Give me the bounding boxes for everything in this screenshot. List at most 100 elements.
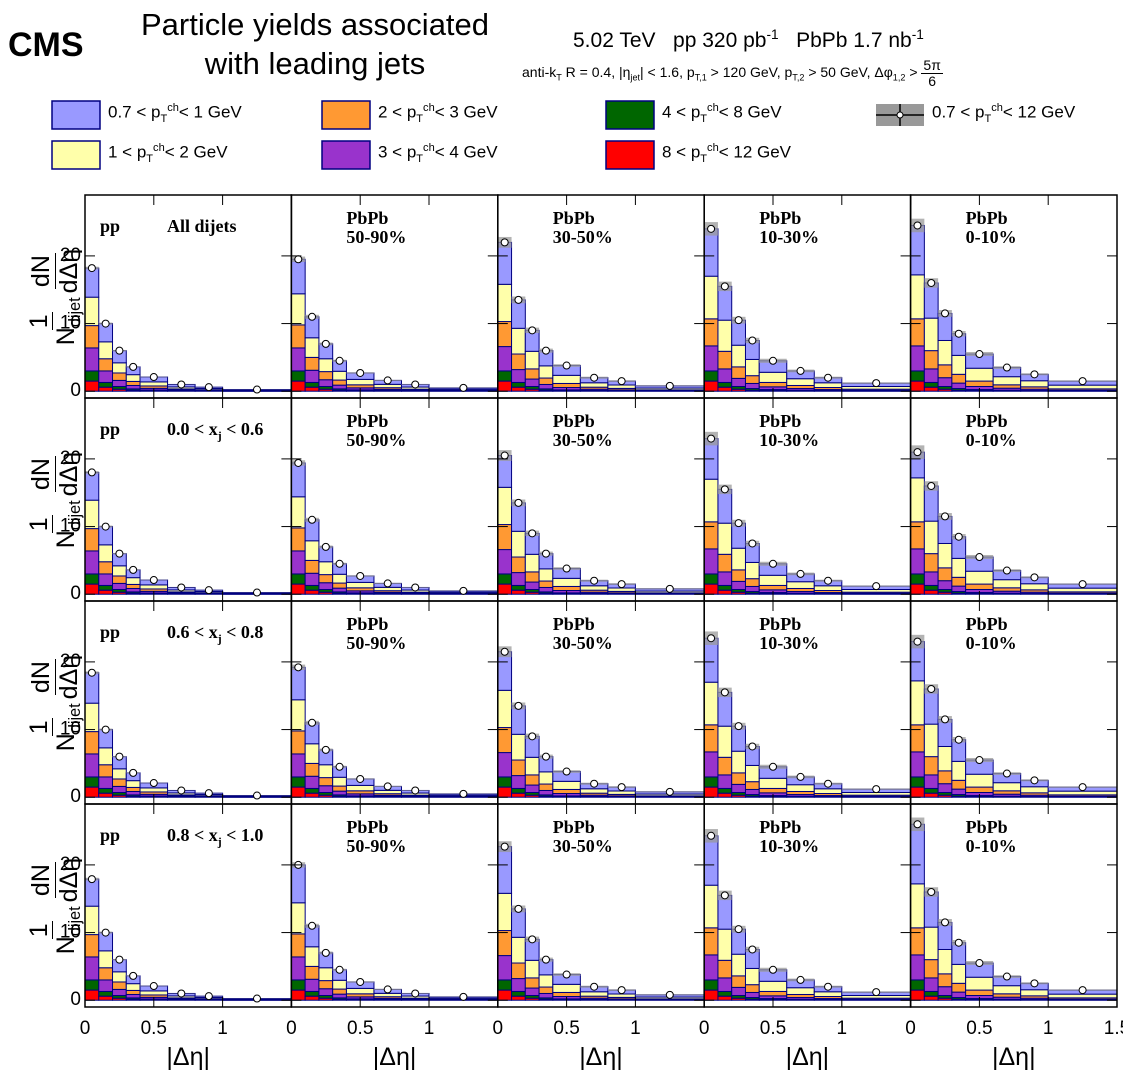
total-point	[383, 376, 392, 385]
bar-segment	[112, 582, 127, 590]
bar-segment	[910, 883, 925, 929]
y-label-part: 1	[24, 311, 54, 330]
x-tick-label: 0.5	[966, 1018, 992, 1039]
bar-segment	[758, 584, 788, 591]
total-point	[617, 377, 626, 386]
bar-segment	[923, 990, 939, 997]
bar-segment	[497, 583, 513, 595]
bar-segment	[923, 723, 939, 758]
total-point	[149, 373, 158, 382]
bar-segment	[524, 571, 540, 583]
bar-segment	[910, 318, 925, 347]
bar-segment	[731, 750, 746, 774]
bar-segment	[290, 666, 306, 701]
bar-segment	[98, 584, 114, 591]
total-point	[665, 990, 674, 999]
bar-segment	[703, 318, 719, 347]
bar-segment	[125, 780, 141, 788]
bar-segment	[318, 764, 334, 779]
x-tick-label: 0.5	[553, 1018, 579, 1039]
total-point	[720, 891, 729, 900]
bar-segment	[703, 884, 719, 929]
y-label-part: Ndijet	[52, 499, 85, 548]
bar-segment	[923, 381, 939, 388]
panel-label: 30-50%	[552, 836, 613, 856]
bar-segment	[125, 374, 141, 382]
panel-label: 0-10%	[965, 633, 1017, 653]
bar-segment	[84, 731, 100, 755]
y-label-part: dΔη	[54, 248, 83, 293]
bar-segment	[98, 341, 114, 360]
panel-label: 50-90%	[346, 430, 407, 450]
bar-segment	[112, 988, 127, 996]
bar-segment	[332, 785, 347, 792]
bar-segment	[98, 561, 114, 575]
bar-segment	[112, 778, 127, 787]
bar-segment	[717, 350, 733, 370]
bar-segment	[497, 241, 513, 285]
bar-segment	[923, 977, 939, 992]
bar-segment	[703, 380, 719, 392]
bar-segment	[98, 544, 114, 563]
bar-segment	[910, 370, 925, 382]
total-point	[975, 959, 984, 968]
bar-segment	[923, 350, 939, 370]
bar-segment	[937, 377, 953, 387]
bar-segment	[318, 582, 334, 590]
bar-segment	[923, 520, 939, 555]
bar-segment	[923, 756, 939, 776]
bar-segment	[538, 789, 554, 796]
bar-segment	[139, 584, 169, 590]
bar-segment	[758, 980, 788, 992]
y-label-fraction: dN dΔη	[27, 248, 83, 293]
panel-system: pp	[100, 419, 121, 439]
total-point	[149, 779, 158, 788]
bar-segment	[497, 689, 513, 729]
bar-segment	[923, 584, 939, 591]
bar-segment	[937, 580, 953, 590]
bar-segment	[524, 378, 540, 387]
bar-segment	[937, 973, 953, 988]
bar-segment	[731, 975, 746, 988]
bar-segment	[373, 789, 402, 795]
y-label-fraction: dN dΔη	[27, 451, 82, 496]
bar-segment	[497, 979, 513, 991]
bar-segment	[538, 568, 554, 582]
bar-segment	[497, 930, 513, 957]
y-label-fraction: dN dΔη	[27, 654, 83, 699]
y-label-part: dΔη	[54, 654, 83, 699]
bar-segment	[511, 353, 526, 371]
bar-segment	[511, 908, 526, 938]
y-tick-label: 20	[60, 651, 81, 672]
legend-swatch	[51, 100, 101, 130]
bar-segment	[703, 548, 719, 575]
panel-system: PbPb	[346, 208, 389, 228]
bar-segment	[923, 571, 939, 586]
y-tick-label: 0	[70, 583, 81, 604]
bar-segment	[786, 987, 815, 995]
bar-segment	[112, 575, 127, 584]
total-point	[707, 224, 716, 233]
bar-segment	[290, 776, 306, 788]
x-axis-label: |Δη|	[785, 1043, 830, 1071]
y-label-fraction: 1 Ndijet	[24, 297, 84, 345]
bar-segment	[538, 383, 554, 390]
bar-segment	[717, 381, 733, 388]
bar-segment	[112, 768, 127, 780]
bar-segment	[923, 386, 939, 392]
bar-segment	[758, 381, 788, 388]
total-point	[665, 787, 674, 796]
bar-segment	[552, 788, 581, 795]
total-point	[335, 356, 344, 365]
total-point	[617, 580, 626, 589]
x-tick-label: 1.5	[1104, 1018, 1123, 1039]
total-point	[720, 688, 729, 697]
legend-swatch	[321, 100, 371, 130]
bar-segment	[717, 894, 733, 930]
total-point	[1030, 776, 1039, 785]
total-point	[769, 762, 777, 771]
total-point	[514, 295, 523, 304]
bar-segment	[98, 386, 114, 392]
total-point	[541, 549, 550, 558]
bar-segment	[332, 370, 347, 381]
